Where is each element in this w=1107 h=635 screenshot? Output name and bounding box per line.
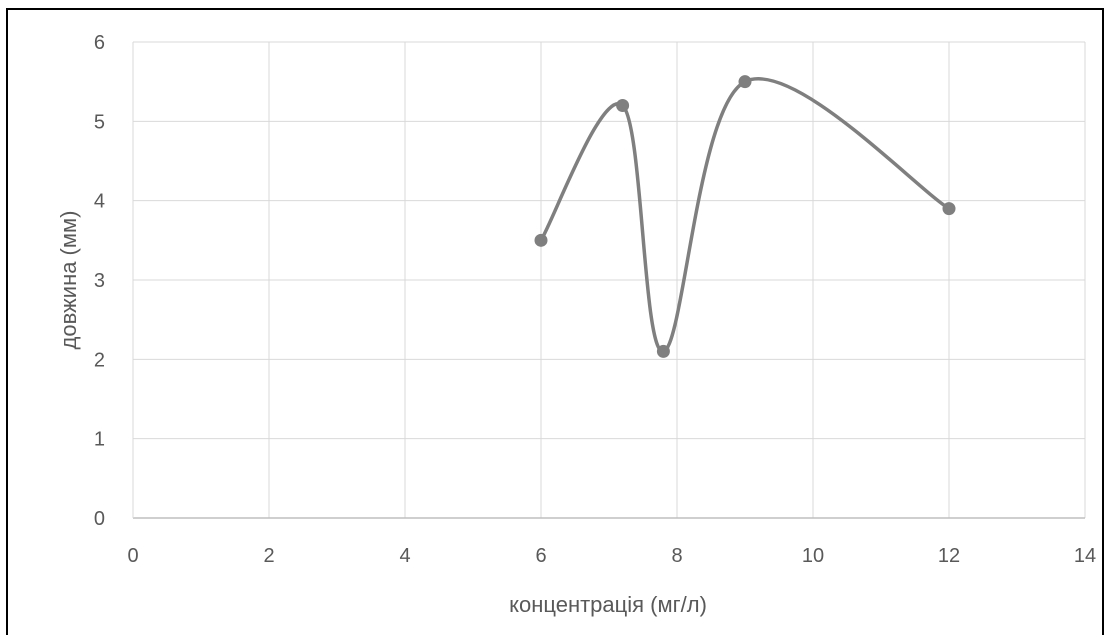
chart-frame (6, 8, 1104, 635)
x-tick-label: 8 (671, 545, 682, 567)
y-tick-label: 2 (94, 349, 105, 371)
data-point (534, 233, 548, 247)
y-tick-label: 0 (94, 508, 105, 530)
series-line (539, 77, 951, 354)
y-tick-label: 4 (94, 191, 105, 213)
data-point (616, 98, 630, 112)
y-tick-label: 1 (94, 429, 105, 451)
y-tick-label: 5 (94, 111, 105, 133)
axes (132, 42, 1085, 519)
x-tick-label: 14 (1074, 545, 1096, 567)
x-axis-title: концентрація (мг/л) (509, 592, 707, 617)
x-tick-label: 6 (535, 545, 546, 567)
y-tick-label: 3 (94, 270, 105, 292)
x-tick-label: 4 (399, 545, 410, 567)
x-tick-label: 10 (802, 545, 824, 567)
x-tick-label: 2 (263, 545, 274, 567)
x-tick-label: 0 (127, 545, 138, 567)
y-tick-label: 6 (94, 32, 105, 54)
x-tick-label: 12 (938, 545, 960, 567)
grid-lines (133, 41, 1086, 518)
series-layer (534, 75, 956, 358)
y-axis-title: довжина (мм) (56, 211, 81, 350)
data-point (738, 75, 752, 89)
data-point (656, 344, 670, 358)
data-point (942, 202, 956, 216)
